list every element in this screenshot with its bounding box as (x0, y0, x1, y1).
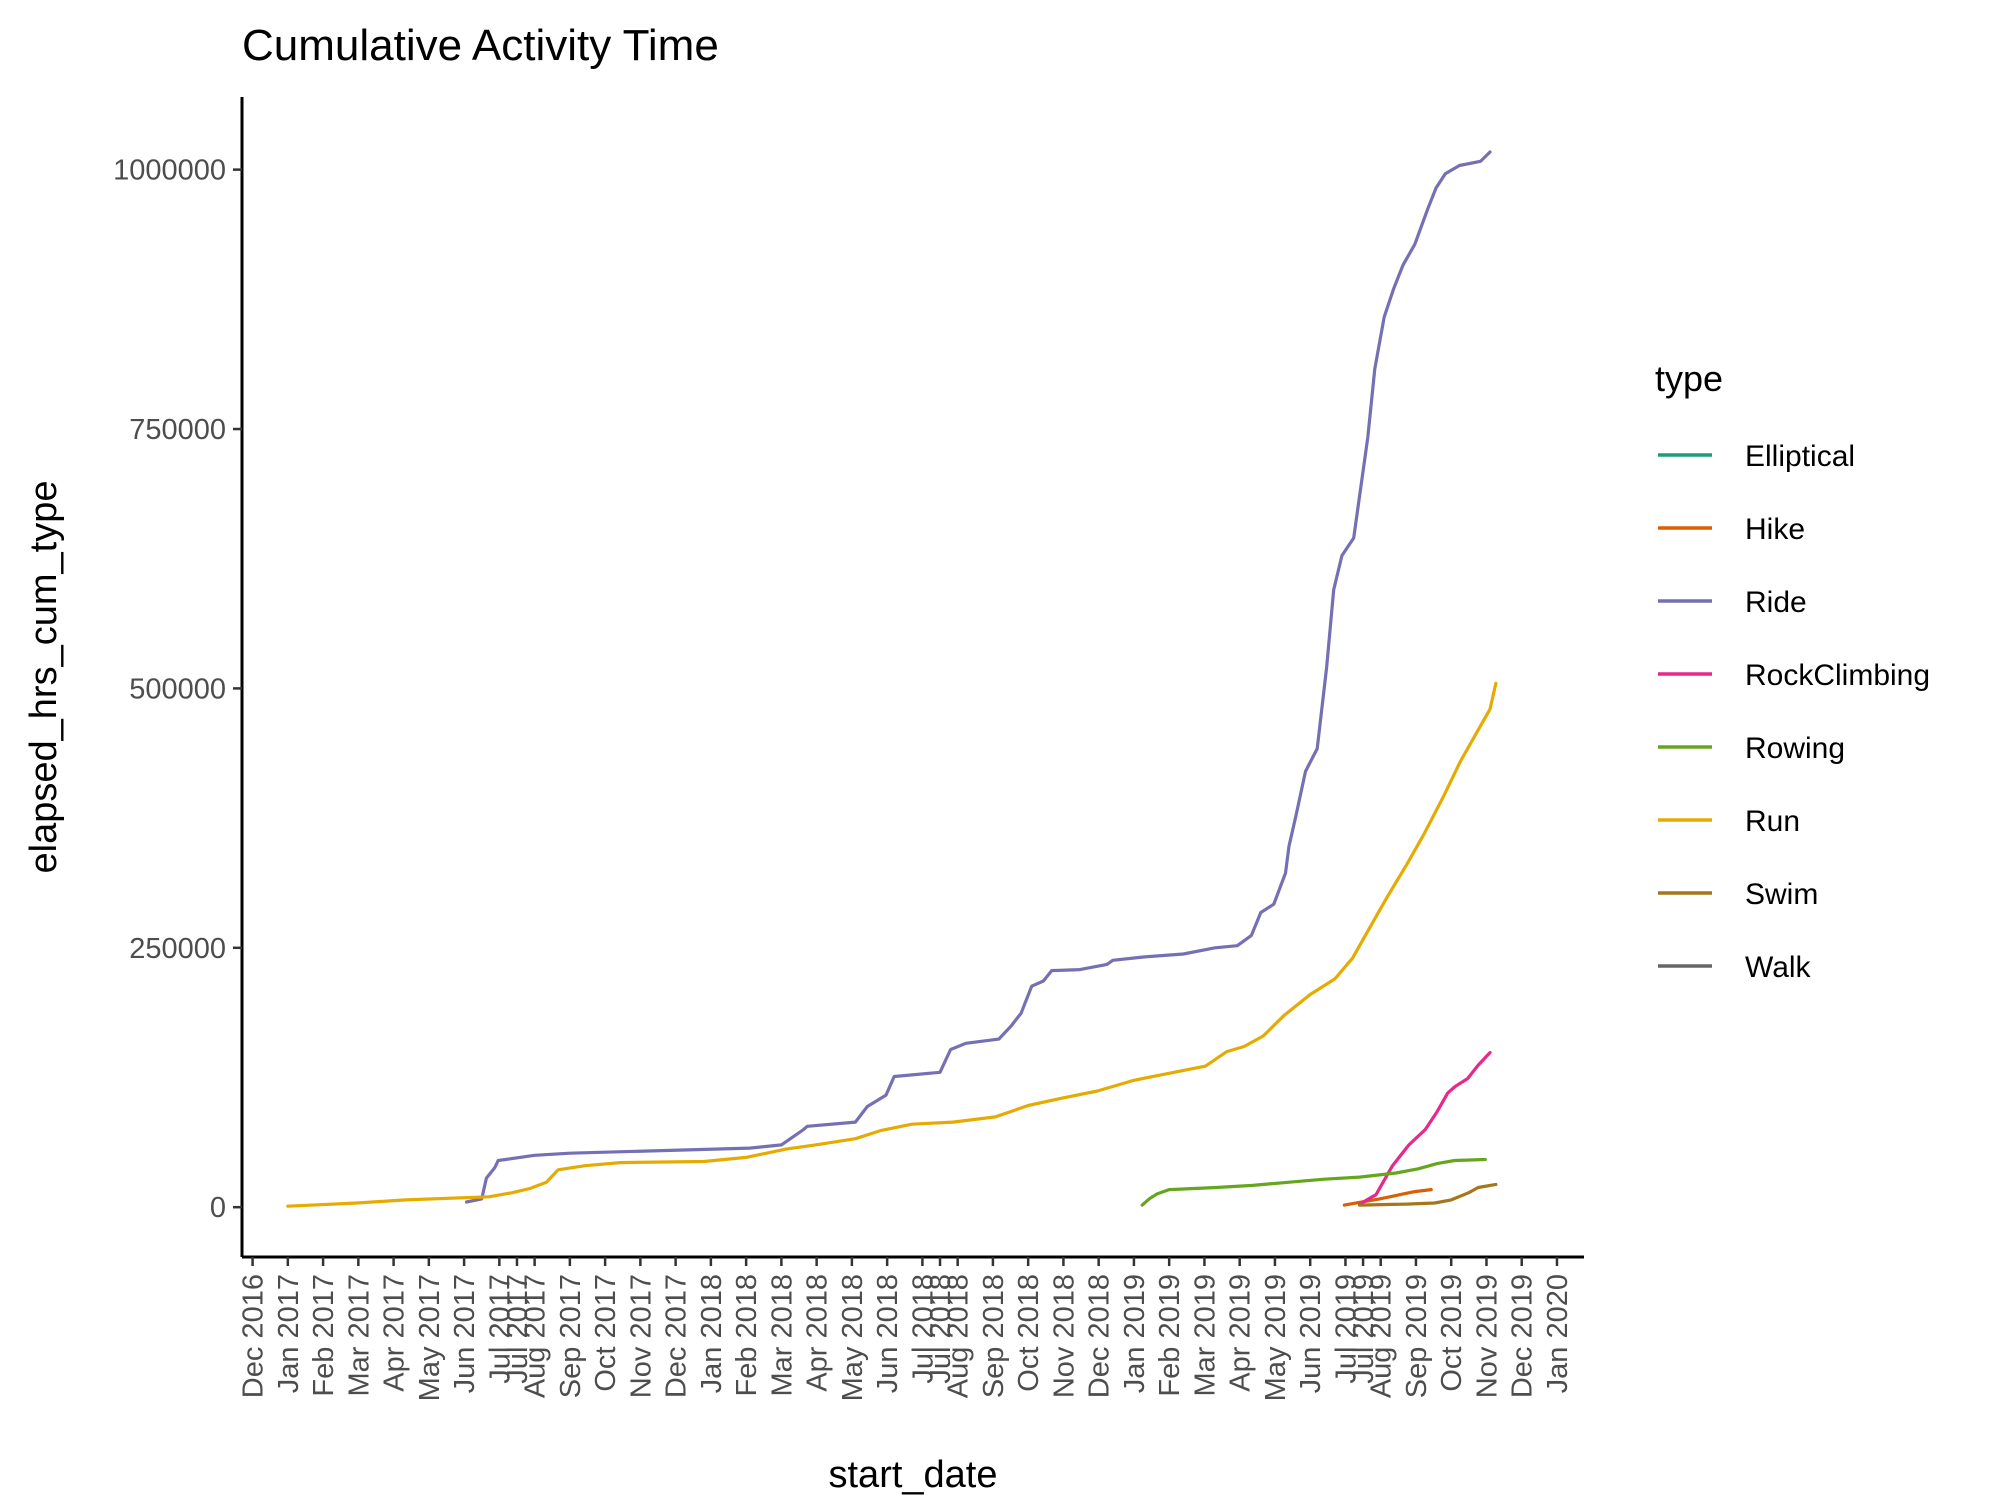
x-tick-label: Mar 2018 (766, 1274, 798, 1397)
x-tick-label: Dec 2017 (661, 1274, 693, 1398)
y-tick-label: 0 (210, 1192, 226, 1224)
x-tick-label: Jan 2019 (1119, 1274, 1151, 1393)
x-tick-label: Aug 2018 (943, 1274, 975, 1398)
x-tick-label: Jan 2017 (273, 1274, 305, 1393)
series-layer (286, 150, 1498, 1208)
series-line-rowing (1140, 1157, 1487, 1207)
legend-item-hike: Hike (1658, 513, 1805, 546)
x-tick-label: Sep 2018 (978, 1274, 1010, 1398)
legend-item-rowing: Rowing (1658, 732, 1845, 765)
x-tick-label: Jan 2020 (1542, 1274, 1574, 1393)
x-tick-label: Sep 2017 (555, 1274, 587, 1398)
legend-items: Elliptical Hike Ride RockClimbing Rowing Run S… (1658, 440, 1930, 984)
x-tick-label: Aug 2017 (520, 1274, 552, 1398)
x-tick-label: Mar 2017 (343, 1274, 375, 1397)
legend-label: RockClimbing (1745, 659, 1930, 692)
x-tick-label: Jul 2018 (925, 1274, 957, 1384)
y-tick-label: 250000 (129, 933, 226, 965)
legend-item-walk: Walk (1658, 951, 1812, 984)
x-tick-label: Oct 2019 (1436, 1274, 1468, 1392)
x-tick-label: Jul 2019 (1348, 1274, 1380, 1384)
legend-label: Walk (1745, 951, 1812, 984)
x-tick-label: May 2017 (414, 1274, 446, 1401)
x-tick-label: Feb 2017 (308, 1274, 340, 1397)
x-tick-label: Apr 2017 (379, 1274, 411, 1392)
series-line-run (286, 681, 1498, 1208)
x-tick-label: Dec 2016 (238, 1274, 270, 1398)
x-tick-label: Jun 2019 (1295, 1274, 1327, 1393)
x-axis-title: start_date (829, 1454, 998, 1496)
x-tick-label: Sep 2019 (1401, 1274, 1433, 1398)
y-axis-title: elapsed_hrs_cum_type (23, 481, 65, 874)
x-tick-label: Jul 2017 (484, 1274, 516, 1384)
x-tick-label: Jan 2018 (696, 1274, 728, 1393)
x-tick-label: Jun 2017 (449, 1274, 481, 1393)
series-line-rockclimbing (1357, 1051, 1492, 1206)
legend-item-rockclimbing: RockClimbing (1658, 659, 1930, 692)
y-tick-label: 750000 (129, 414, 226, 446)
legend-title: type (1655, 358, 1723, 399)
legend-label: Run (1745, 805, 1800, 838)
legend-item-elliptical: Elliptical (1658, 440, 1855, 473)
x-tick-label: Feb 2018 (731, 1274, 763, 1397)
y-ticks: 0 250000 500000 750000 1000000 (113, 155, 242, 1224)
x-tick-label: May 2019 (1260, 1274, 1292, 1401)
x-tick-label: Jul 2017 (502, 1274, 534, 1384)
x-tick-label: Jun 2018 (872, 1274, 904, 1393)
x-tick-label: Mar 2019 (1189, 1274, 1221, 1397)
x-tick-label: Nov 2019 (1472, 1274, 1504, 1398)
legend-label: Swim (1745, 878, 1818, 911)
x-tick-label: Jul 2018 (907, 1274, 939, 1384)
y-tick-label: 500000 (129, 673, 226, 705)
x-tick-label: May 2018 (837, 1274, 869, 1401)
x-ticks: Dec 2016 Jan 2017 Feb 2017 Mar 2017 Apr 2017… (238, 1257, 1574, 1401)
legend-item-swim: Swim (1658, 878, 1818, 911)
legend-label: Rowing (1745, 732, 1845, 765)
x-tick-label: Oct 2018 (1013, 1274, 1045, 1392)
legend: type Elliptical Hike Ride RockClimbing Rowin… (1655, 358, 1930, 984)
x-tick-label: Jul 2019 (1330, 1274, 1362, 1384)
legend-item-run: Run (1658, 805, 1800, 838)
x-tick-label: Dec 2018 (1084, 1274, 1116, 1398)
legend-label: Ride (1745, 586, 1807, 619)
series-line-swim (1357, 1182, 1498, 1207)
x-tick-label: Feb 2019 (1154, 1274, 1186, 1397)
x-tick-label: Nov 2018 (1048, 1274, 1080, 1398)
legend-item-ride: Ride (1658, 586, 1807, 619)
x-tick-label: Oct 2017 (590, 1274, 622, 1392)
x-tick-label: Dec 2019 (1507, 1274, 1539, 1398)
x-tick-label: Apr 2018 (802, 1274, 834, 1392)
series-line-ride (464, 150, 1492, 1204)
legend-label: Hike (1745, 513, 1805, 546)
y-tick-label: 1000000 (113, 155, 226, 187)
x-tick-label: Apr 2019 (1225, 1274, 1257, 1392)
axes-layer (240, 97, 1584, 1259)
legend-label: Elliptical (1745, 440, 1855, 473)
x-tick-label: Nov 2017 (625, 1274, 657, 1398)
x-tick-label: Aug 2019 (1366, 1274, 1398, 1398)
chart-title: Cumulative Activity Time (242, 21, 719, 70)
